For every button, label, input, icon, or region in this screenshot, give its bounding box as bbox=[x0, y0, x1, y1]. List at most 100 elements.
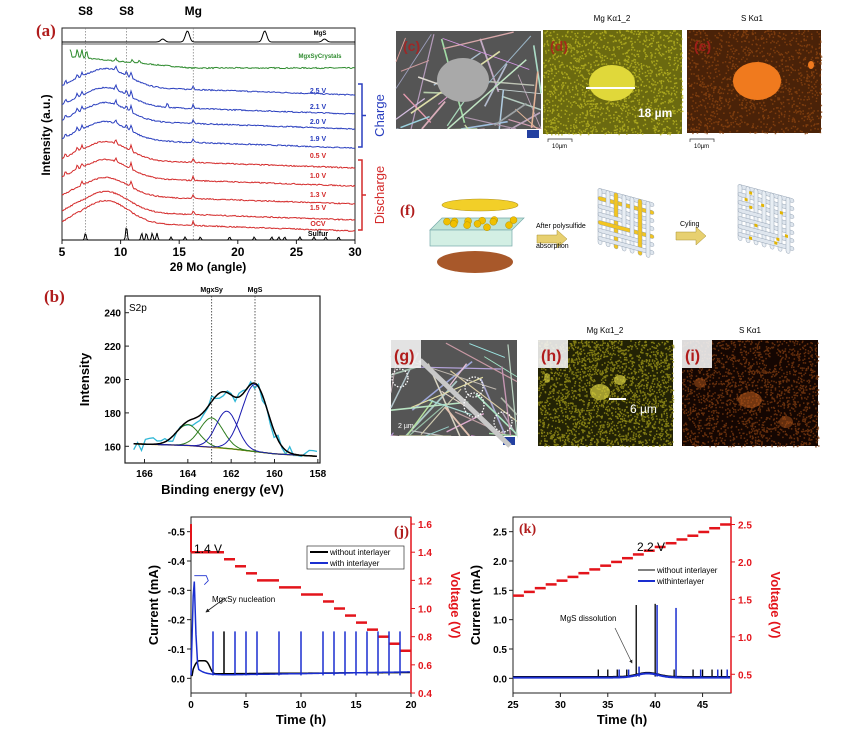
panel-label-k: (k) bbox=[519, 522, 536, 537]
fiber bbox=[390, 401, 469, 411]
scale-bar-d bbox=[547, 138, 573, 142]
trace-label: OCV bbox=[310, 221, 326, 228]
eds-map-mg-d bbox=[543, 30, 684, 136]
trace-label: 1.9 V bbox=[310, 136, 327, 143]
panel-label-c: (c) bbox=[403, 38, 420, 54]
legend-label-with: withinterlayer bbox=[656, 577, 704, 586]
xrd-trace bbox=[62, 98, 356, 131]
xrd-trace bbox=[61, 156, 356, 187]
fiber bbox=[469, 343, 506, 358]
panel-label-i: (i) bbox=[685, 348, 700, 365]
mesh-fiber bbox=[737, 232, 795, 251]
y-tick-label: 2.5 bbox=[493, 528, 507, 539]
fiber bbox=[507, 344, 518, 437]
y2-tick-label: 1.0 bbox=[738, 633, 752, 644]
sem-image-c bbox=[395, 31, 542, 139]
y2-tick-label: 1.2 bbox=[418, 576, 432, 587]
mesh-fiber bbox=[785, 197, 791, 254]
map-title-s-top: S Kα1 bbox=[741, 14, 764, 23]
xps-raw-data bbox=[133, 380, 318, 458]
annotation-voltage: 1.4 V bbox=[194, 542, 222, 556]
xps-chart: MgxSy MgS S2p 166 164 162 160 158 160 180 200 220 24… bbox=[77, 287, 327, 497]
fiber bbox=[532, 45, 542, 94]
xrd-trace bbox=[61, 83, 356, 115]
map-hotspot bbox=[808, 61, 814, 69]
charge-current-chart: 25 30 35 40 45 0.0 0.5 1.0 1.5 2.0 2.5 0.5 1.0 1.5 2.0… bbox=[468, 516, 783, 727]
mgs-deposit bbox=[784, 234, 788, 238]
xrd-trace bbox=[61, 176, 356, 205]
x-tick-label: 20 bbox=[405, 700, 417, 711]
step1-label-2: absorption bbox=[536, 243, 569, 250]
annotation-s2p: S2p bbox=[129, 303, 147, 314]
x-tick-label: 10 bbox=[295, 700, 307, 711]
y2-tick-label: 0.6 bbox=[418, 661, 432, 672]
fiber bbox=[395, 37, 406, 63]
fiber bbox=[410, 376, 484, 409]
step2-label: Cyling bbox=[680, 221, 700, 228]
y2-axis-label: Voltage (V) bbox=[768, 572, 783, 639]
step1-label: After polysulfide bbox=[536, 223, 586, 230]
fiber bbox=[454, 411, 509, 437]
annotation-arrow bbox=[205, 597, 226, 613]
map-signal-dots bbox=[687, 30, 823, 135]
y-tick-label: -0.2 bbox=[168, 616, 186, 627]
mgs-deposit bbox=[744, 197, 748, 202]
current-without-interlayer bbox=[513, 671, 731, 678]
xrd-trace bbox=[69, 49, 355, 70]
group-bracket bbox=[358, 159, 366, 231]
map-title-mg-top: Mg Kα1_2 bbox=[594, 14, 631, 23]
mgs-deposit bbox=[774, 241, 778, 245]
y-axis-label: Intensity bbox=[77, 352, 92, 406]
polysulfide-sphere bbox=[483, 223, 491, 231]
mesh-fiber bbox=[637, 198, 643, 256]
trace-label: Sulfur bbox=[308, 231, 328, 238]
legend-label-with: with interlayer bbox=[329, 559, 380, 568]
x-axis-label: Time (h) bbox=[597, 712, 647, 727]
current-with-interlayer bbox=[513, 672, 731, 679]
map-hotspot bbox=[694, 378, 706, 388]
nucleation-bracket bbox=[194, 575, 209, 585]
fiber bbox=[442, 38, 530, 70]
x-tick-label: 15 bbox=[173, 245, 187, 259]
highlight-circle bbox=[391, 368, 409, 388]
group-label: Discharge bbox=[372, 166, 387, 225]
trace-label: 2.5 V bbox=[310, 88, 327, 95]
y-axis-label: Current (mA) bbox=[468, 565, 483, 645]
top-label: S8 bbox=[78, 4, 93, 18]
xrd-chart: S8 S8 Mg 5 10 15 20 25 30 2θ Mo (angle) Intensity … bbox=[39, 4, 387, 274]
y2-tick-label: 1.4 bbox=[418, 548, 432, 559]
trace-label: 1.3 V bbox=[310, 192, 327, 199]
y-tick-label: -0.4 bbox=[168, 557, 186, 568]
marker-label: MgS bbox=[248, 287, 263, 294]
trace-label: MgS bbox=[314, 31, 327, 37]
interlayer-front bbox=[429, 229, 513, 247]
fiber bbox=[447, 59, 527, 130]
mgs-deposit bbox=[749, 205, 753, 210]
fiber bbox=[450, 370, 518, 422]
map-hotspot bbox=[779, 416, 793, 428]
x-tick-label: 162 bbox=[223, 469, 240, 480]
group-bracket bbox=[358, 83, 366, 148]
fiber bbox=[465, 116, 517, 130]
panel-label-box bbox=[391, 340, 421, 368]
fiber bbox=[425, 426, 450, 437]
trace-label: 2.0 V bbox=[310, 119, 327, 126]
x-axis-label: Time (h) bbox=[276, 712, 326, 727]
mgs-deposit bbox=[749, 191, 753, 195]
y2-tick-label: 1.5 bbox=[738, 595, 752, 606]
y-tick-label: 240 bbox=[104, 309, 121, 320]
eds-map-s-e bbox=[687, 30, 823, 135]
sem-logo bbox=[527, 130, 539, 138]
scale-bar-label-e: 10µm bbox=[694, 144, 709, 150]
fiber bbox=[400, 60, 430, 72]
fiber bbox=[410, 34, 435, 130]
y2-axis-label: Voltage (V) bbox=[448, 572, 463, 639]
y-tick-label: 160 bbox=[104, 442, 121, 453]
x-tick-label: 166 bbox=[136, 469, 153, 480]
polysulfide-sphere bbox=[473, 220, 482, 228]
map-signal-dots bbox=[543, 30, 684, 136]
polysulfide-sphere bbox=[463, 221, 471, 229]
map-hotspot bbox=[544, 373, 550, 383]
x-axis-label: Binding energy (eV) bbox=[161, 482, 284, 497]
mgs-deposit bbox=[749, 236, 753, 241]
